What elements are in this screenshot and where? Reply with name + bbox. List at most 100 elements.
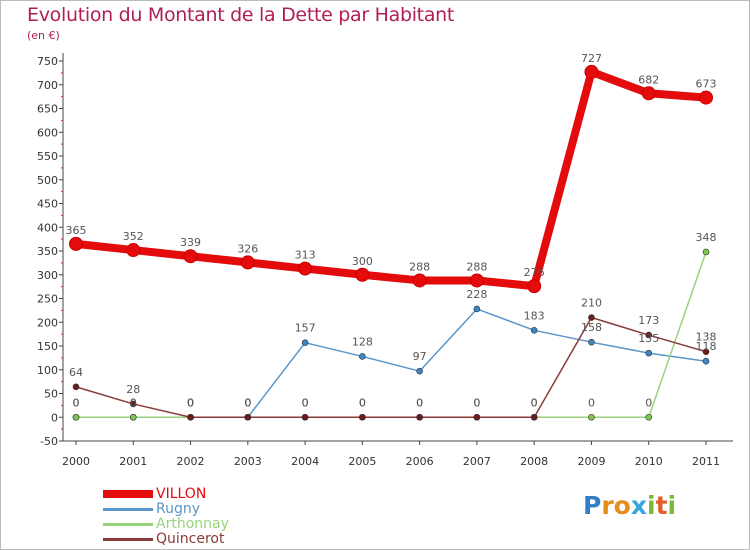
data-point-quincerot bbox=[530, 413, 538, 421]
data-label-arthonnay: 0 bbox=[588, 396, 595, 409]
x-tick-label: 2006 bbox=[406, 455, 434, 468]
x-tick-label: 2004 bbox=[291, 455, 319, 468]
data-label-quincerot: 64 bbox=[69, 366, 83, 379]
data-point-arthonnay bbox=[702, 248, 710, 256]
data-label-villon: 276 bbox=[524, 266, 545, 279]
chart-subtitle: (en €) bbox=[27, 29, 60, 42]
series-line-villon bbox=[75, 67, 707, 291]
data-point-quincerot bbox=[702, 348, 710, 356]
data-point-quincerot bbox=[645, 331, 653, 339]
data-label-arthonnay: 0 bbox=[531, 396, 538, 409]
data-point-arthonnay bbox=[129, 413, 137, 421]
series-lines bbox=[75, 67, 707, 418]
data-label-villon: 682 bbox=[638, 73, 659, 86]
data-label-arthonnay: 0 bbox=[416, 396, 423, 409]
data-label-rugny: 157 bbox=[295, 322, 316, 335]
data-label-rugny: 0 bbox=[73, 396, 80, 409]
data-point-villon bbox=[641, 86, 656, 101]
data-point-quincerot bbox=[244, 413, 252, 421]
y-tick-label: 100 bbox=[37, 364, 58, 377]
data-point-villon bbox=[183, 249, 198, 264]
data-point-villon bbox=[240, 255, 255, 270]
data-label-villon: 352 bbox=[123, 230, 144, 243]
data-label-quincerot: 0 bbox=[244, 396, 251, 409]
data-point-rugny bbox=[301, 339, 309, 346]
data-label-quincerot: 0 bbox=[187, 396, 194, 409]
data-label-arthonnay: 0 bbox=[130, 396, 137, 409]
y-tick-label: 450 bbox=[37, 198, 58, 211]
data-point-rugny bbox=[416, 367, 423, 375]
x-tick-label: 2010 bbox=[635, 455, 663, 468]
data-label-quincerot: 0 bbox=[359, 396, 366, 409]
data-point-arthonnay bbox=[588, 413, 595, 421]
data-label-arthonnay: 0 bbox=[645, 396, 652, 409]
data-label-arthonnay: 0 bbox=[302, 396, 309, 409]
data-label-quincerot: 210 bbox=[581, 297, 602, 310]
y-tick-label: 0 bbox=[51, 411, 58, 424]
data-point-rugny bbox=[359, 353, 366, 360]
data-label-rugny: 118 bbox=[696, 340, 717, 353]
data-label-arthonnay: 0 bbox=[473, 396, 480, 409]
legend-label: VILLON bbox=[156, 486, 207, 502]
data-label-villon: 288 bbox=[466, 260, 487, 273]
series-points bbox=[69, 64, 713, 421]
x-tick-label: 2009 bbox=[577, 455, 605, 468]
proxiti-logo: Proxiti bbox=[583, 491, 677, 520]
data-point-rugny bbox=[530, 327, 538, 334]
legend-label: Arthonnay bbox=[156, 516, 229, 532]
y-tick-label: 350 bbox=[37, 245, 58, 258]
legend-label: Quincerot bbox=[156, 531, 225, 547]
data-point-villon bbox=[469, 273, 484, 288]
data-point-villon bbox=[355, 267, 370, 282]
data-labels: 365 352 339 326 313 300 288 288 276 727 682 673 0 0 0 0… bbox=[66, 52, 717, 409]
x-tick-label: 2008 bbox=[520, 455, 548, 468]
data-point-villon bbox=[699, 90, 713, 105]
data-label-rugny: 0 bbox=[187, 396, 194, 409]
legend-swatch bbox=[103, 538, 153, 541]
legend-swatch bbox=[103, 523, 153, 526]
data-label-arthonnay: 0 bbox=[244, 396, 251, 409]
legend-label: Rugny bbox=[156, 501, 201, 517]
data-point-villon bbox=[126, 243, 141, 258]
y-tick-label: 300 bbox=[37, 269, 58, 282]
data-point-villon bbox=[527, 279, 542, 294]
y-tick-label: 200 bbox=[37, 316, 58, 329]
data-label-rugny: 0 bbox=[130, 396, 137, 409]
data-point-quincerot bbox=[473, 413, 481, 421]
data-point-arthonnay bbox=[72, 413, 80, 421]
x-tick-label: 2005 bbox=[348, 455, 376, 468]
data-label-rugny: 135 bbox=[638, 332, 659, 345]
data-label-rugny: 183 bbox=[524, 309, 545, 322]
x-tick-label: 2002 bbox=[177, 455, 205, 468]
data-label-quincerot: 0 bbox=[416, 396, 423, 409]
data-label-villon: 365 bbox=[66, 224, 87, 237]
data-label-quincerot: 173 bbox=[638, 314, 659, 327]
data-point-villon bbox=[412, 273, 427, 288]
data-label-villon: 288 bbox=[409, 260, 430, 273]
y-tick-label: 750 bbox=[37, 55, 58, 68]
chart-title: Evolution du Montant de la Dette par Hab… bbox=[27, 4, 455, 26]
data-point-rugny bbox=[588, 338, 595, 346]
data-label-quincerot: 0 bbox=[302, 396, 309, 409]
data-label-villon: 339 bbox=[180, 236, 201, 249]
y-tick-label: 600 bbox=[37, 126, 58, 139]
data-label-rugny: 158 bbox=[581, 321, 602, 334]
x-tick-label: 2007 bbox=[463, 455, 491, 468]
data-point-rugny bbox=[473, 305, 481, 313]
data-label-villon: 727 bbox=[581, 52, 602, 65]
y-tick-label: 500 bbox=[37, 174, 58, 187]
y-tick-label: 150 bbox=[37, 340, 58, 353]
series-line-rugny bbox=[76, 308, 707, 418]
data-label-villon: 673 bbox=[696, 78, 717, 91]
data-point-quincerot bbox=[301, 413, 309, 421]
data-point-quincerot bbox=[416, 413, 423, 421]
data-label-quincerot: 28 bbox=[126, 383, 140, 396]
y-tick-label: 250 bbox=[37, 293, 58, 306]
data-label-arthonnay: 0 bbox=[73, 396, 80, 409]
y-tick-label: 50 bbox=[44, 388, 58, 401]
data-label-quincerot: 0 bbox=[531, 396, 538, 409]
data-label-villon: 326 bbox=[237, 242, 258, 255]
data-point-rugny bbox=[702, 357, 710, 365]
x-tick-label: 2003 bbox=[234, 455, 262, 468]
